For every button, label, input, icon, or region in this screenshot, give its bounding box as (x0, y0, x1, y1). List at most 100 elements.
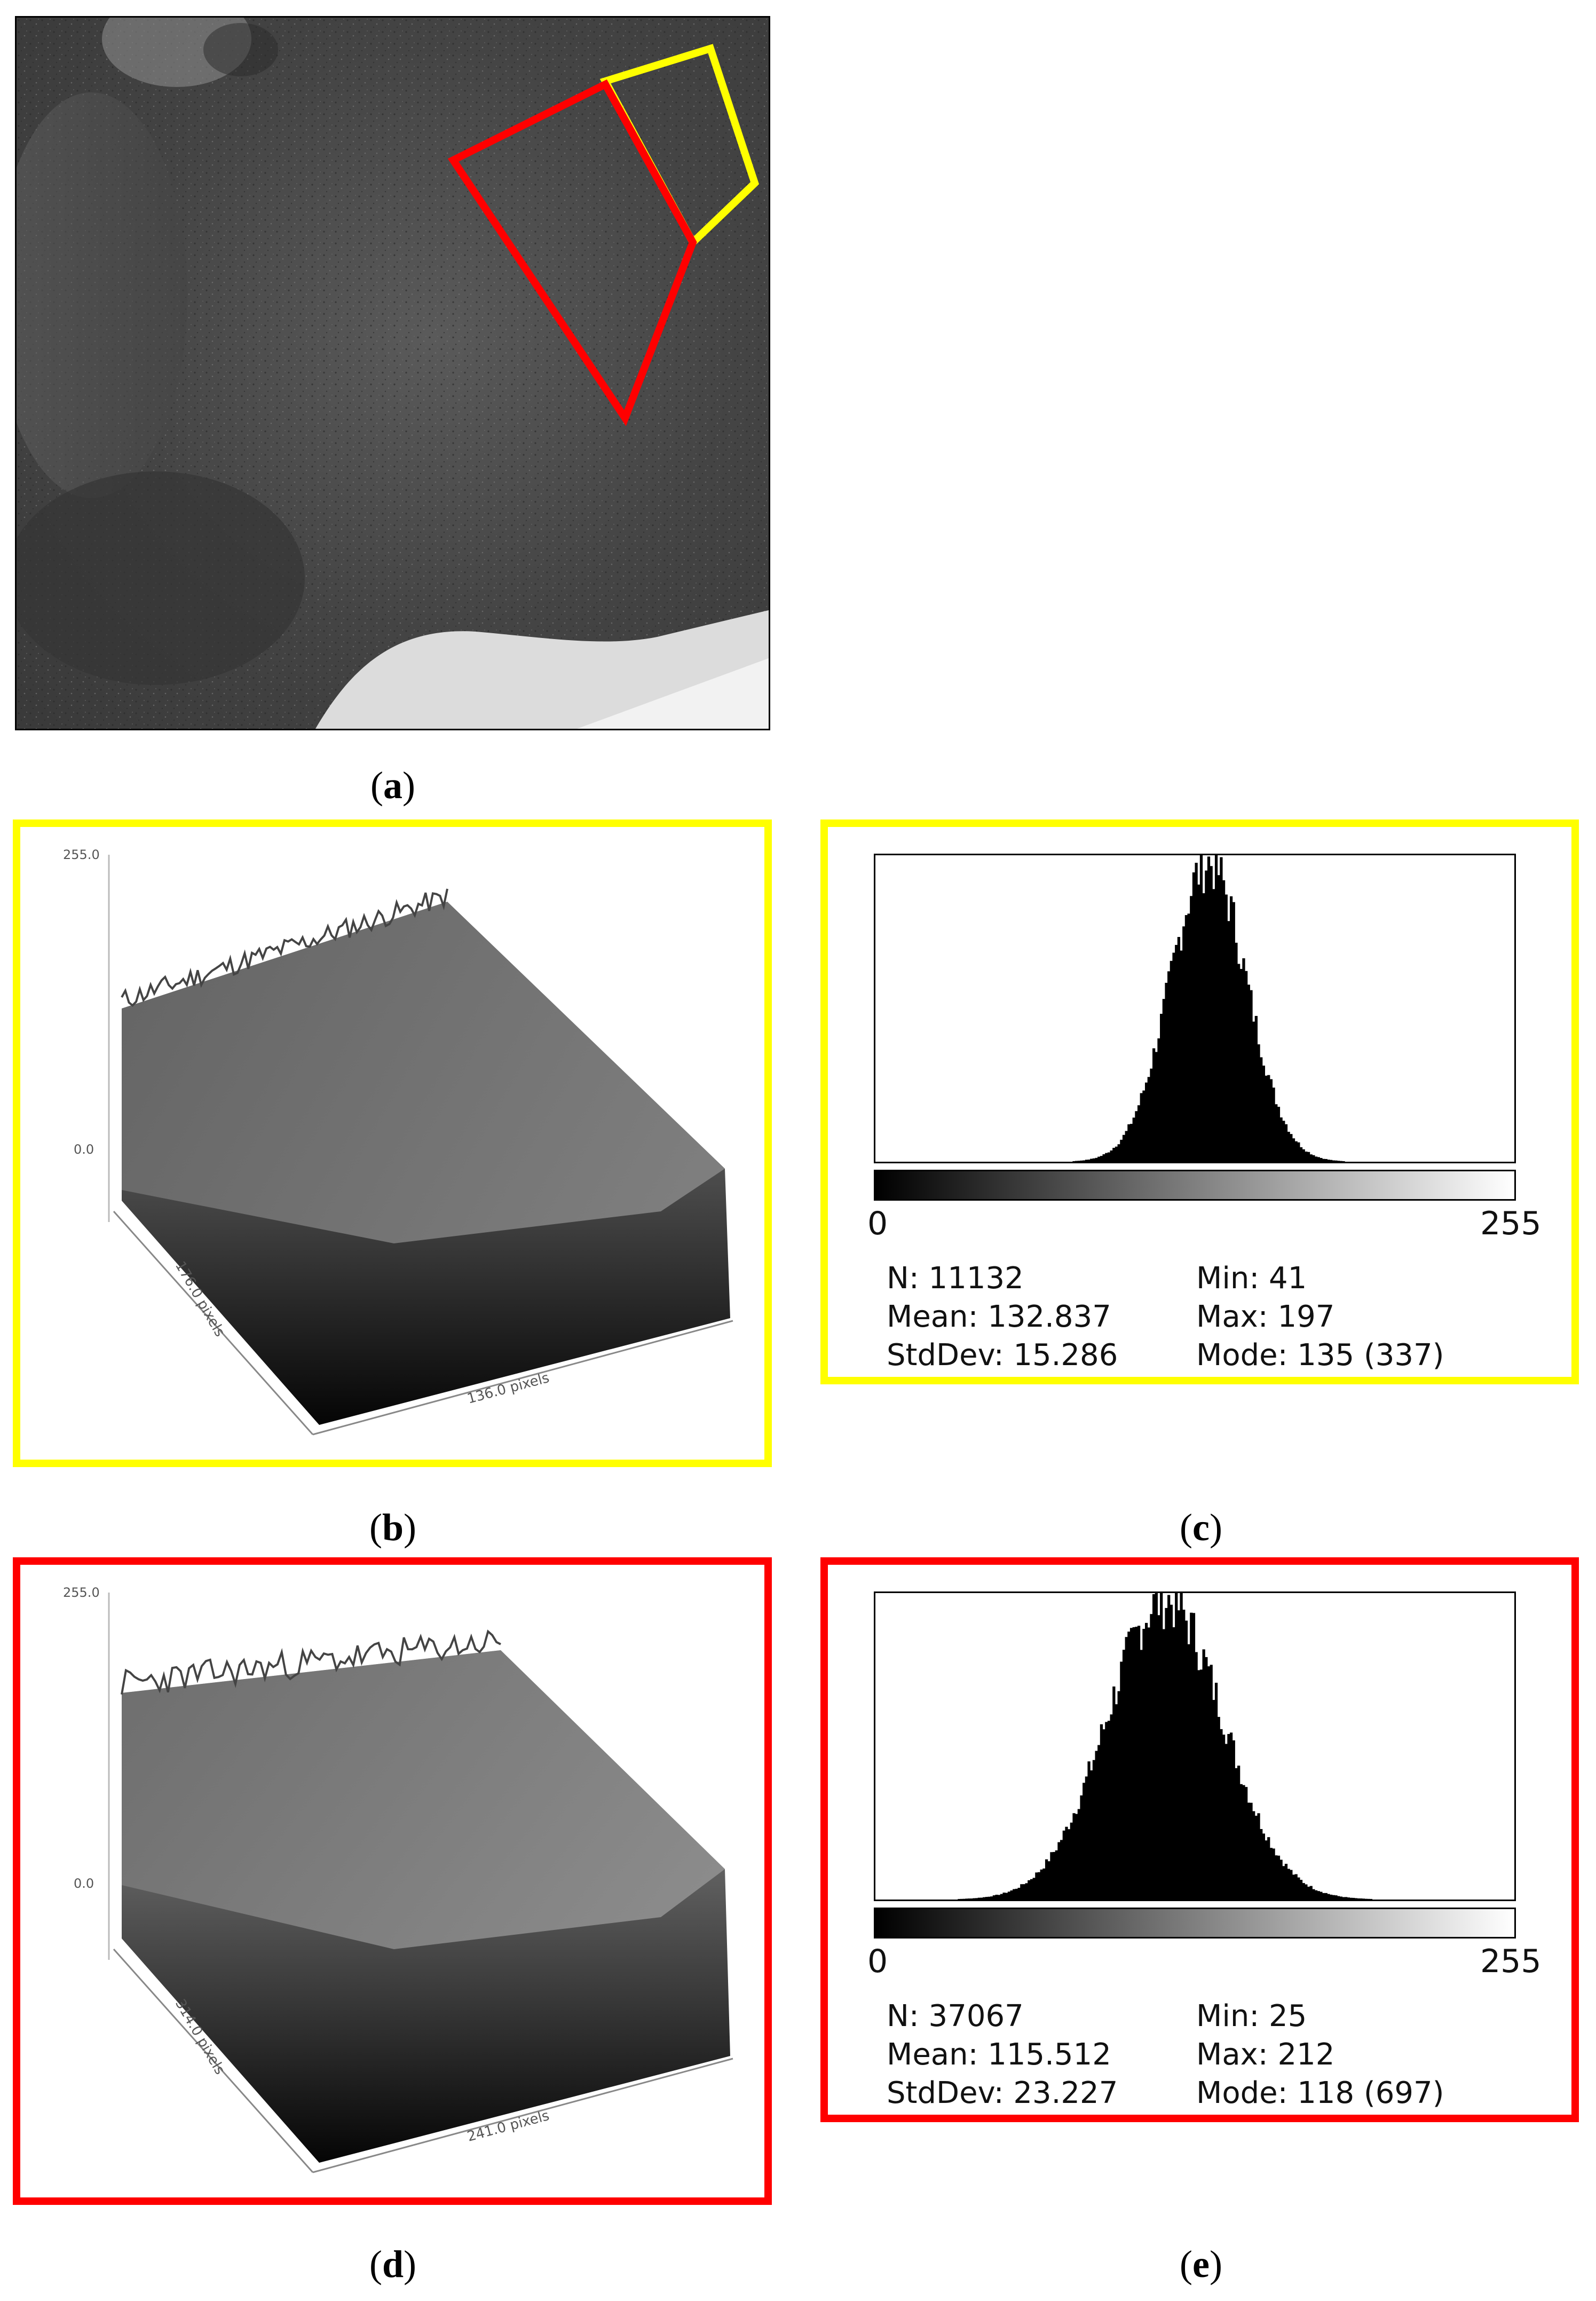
histogram-bin (1065, 1826, 1068, 1900)
histogram-bin (1013, 1889, 1016, 1900)
histogram-bin (1292, 1138, 1295, 1162)
histogram-bin (1245, 971, 1248, 1162)
histogram-bin (1210, 1665, 1213, 1900)
histogram-bin (1122, 1134, 1126, 1162)
histogram-bin (1160, 1013, 1163, 1162)
histogram-bin (1197, 1670, 1200, 1900)
histogram-bin (1332, 1160, 1335, 1162)
histogram-bin (1132, 1627, 1135, 1900)
histogram-yellow-bars (1072, 839, 1345, 1162)
histogram-bin (1142, 1629, 1145, 1900)
histogram-bin (1005, 1893, 1008, 1900)
histogram-bin (1017, 1888, 1021, 1900)
histogram-bin (1120, 1661, 1123, 1900)
histogram-bin (1332, 1895, 1335, 1900)
histogram-bin (1102, 1154, 1105, 1162)
histogram-bin (1242, 1785, 1245, 1900)
histogram-bin (1037, 1872, 1041, 1900)
histogram-bin (1307, 1886, 1310, 1900)
histogram-bin (1220, 1729, 1223, 1900)
histogram-bin (1177, 1610, 1181, 1900)
histogram-bin (1105, 1722, 1108, 1900)
histogram-bin (1135, 1627, 1138, 1900)
histogram-bin (1182, 926, 1186, 1162)
histogram-bin (1025, 1883, 1028, 1900)
histogram-bin (1324, 1893, 1328, 1900)
histogram-bin (1324, 1159, 1328, 1162)
histogram-bin (1327, 1894, 1330, 1900)
svg-text:0.0: 0.0 (74, 1142, 94, 1157)
surface-plot-yellow-panel: 255.0 0.0 176.0 pixels 136.0 pixels (13, 819, 772, 1467)
stddev-value: StdDev: 23.227 (887, 2076, 1118, 2110)
histogram-bin (992, 1895, 996, 1900)
histogram-bin (1212, 1700, 1215, 1900)
histogram-bin (1070, 1822, 1073, 1900)
histogram-bin (1305, 1884, 1308, 1900)
histogram-bin (1314, 1890, 1318, 1900)
histogram-bin (1117, 1691, 1120, 1900)
histogram-bin (1287, 1131, 1290, 1162)
histogram-bin (1227, 921, 1230, 1162)
histogram-bin (1339, 1161, 1342, 1162)
mode-value: Mode: 135 (337) (1196, 1338, 1444, 1373)
caption-b: (b) (369, 1506, 416, 1549)
histogram-bin (1150, 1614, 1153, 1900)
histogram-bin (1297, 1877, 1300, 1900)
histogram-bin (962, 1898, 966, 1900)
histogram-bin (1279, 1859, 1283, 1900)
histogram-bin (1290, 1870, 1293, 1900)
histogram-bin (1252, 1811, 1255, 1900)
min-value: Min: 25 (1196, 1999, 1307, 2034)
grayscale-bar-red (874, 1908, 1516, 1938)
histogram-bin (1260, 1057, 1263, 1162)
histogram-bin (977, 1897, 981, 1900)
histogram-bin (1175, 1576, 1178, 1900)
histogram-bin (1237, 1766, 1241, 1900)
histogram-bin (1015, 1888, 1018, 1900)
histogram-bin (1115, 1704, 1118, 1900)
histogram-bin (1047, 1861, 1050, 1900)
histogram-bin (1262, 1833, 1266, 1900)
histogram-bin (1155, 1589, 1158, 1900)
grayscale-bar-yellow (874, 1170, 1516, 1201)
histogram-bin (1212, 889, 1215, 1162)
histogram-bin (1317, 1157, 1320, 1162)
histogram-bin (960, 1898, 963, 1900)
surface-plot-red-panel: 255.0 0.0 314.0 pixels 241.0 pixels (13, 1557, 772, 2205)
histogram-bin (987, 1896, 991, 1900)
mean-value: Mean: 132.837 (887, 1299, 1111, 1334)
histogram-bin (1217, 1716, 1220, 1900)
histogram-bin (1342, 1897, 1345, 1900)
histogram-bin (965, 1898, 968, 1900)
histogram-bin (1125, 1131, 1128, 1162)
histogram-bin (1190, 896, 1193, 1162)
histogram-bin (1002, 1893, 1006, 1900)
histogram-bin (1282, 1121, 1285, 1162)
histogram-bin (1140, 1093, 1143, 1162)
histogram-bin (1105, 1153, 1108, 1162)
histogram-bin (1184, 915, 1188, 1162)
surface-plot-yellow: 255.0 0.0 176.0 pixels 136.0 pixels (63, 847, 733, 1436)
histogram-bin (1162, 999, 1165, 1162)
histogram-bin (1275, 1104, 1278, 1162)
histogram-bin (1305, 1152, 1308, 1162)
histogram-bin (1077, 1809, 1081, 1900)
histogram-bin (1269, 1079, 1273, 1162)
histogram-bin (1284, 1864, 1288, 1900)
histogram-bin (1345, 1897, 1348, 1900)
histogram-bin (1122, 1650, 1126, 1900)
histogram-bin (1192, 872, 1196, 1162)
histogram-bin (1337, 1161, 1340, 1162)
histogram-bin (1239, 968, 1243, 1162)
histogram-bin (1182, 1610, 1186, 1900)
histogram-bin (1137, 1105, 1141, 1162)
histogram-bin (1028, 1880, 1031, 1900)
histogram-bin (995, 1895, 998, 1900)
histogram-bin (1224, 1744, 1228, 1900)
histogram-bin (1329, 1160, 1333, 1162)
histogram-bin (1184, 1620, 1188, 1900)
histogram-bin (1317, 1891, 1320, 1900)
histogram-bin (1112, 1686, 1116, 1900)
histogram-bin (1162, 1629, 1165, 1900)
histogram-bin (1347, 1897, 1350, 1900)
